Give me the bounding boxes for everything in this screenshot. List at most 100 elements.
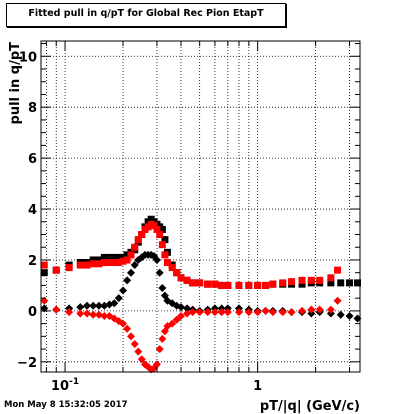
data-point-square — [158, 241, 166, 249]
data-marks — [40, 215, 362, 374]
data-point-diamond — [100, 311, 109, 320]
data-point-square — [115, 253, 123, 261]
data-point-square — [156, 231, 164, 239]
data-point-square — [204, 280, 212, 288]
data-point-diamond — [326, 305, 335, 314]
data-point-diamond — [223, 308, 232, 317]
data-point-diamond — [158, 334, 167, 343]
data-point-diamond — [83, 301, 92, 310]
data-point-square — [224, 281, 232, 289]
data-point-diamond — [278, 308, 287, 317]
chart-title-box: Fitted pull in q/pT for Global Rec Pion … — [6, 3, 286, 27]
data-point-diamond — [183, 309, 192, 318]
data-point-square — [288, 278, 296, 286]
data-point-square — [89, 256, 97, 264]
data-point-diamond — [134, 347, 143, 356]
axis-ticks: 10-1 1 −2 0 2 4 6 8 10 — [17, 41, 360, 394]
data-point-diamond — [253, 308, 262, 317]
data-point-diamond — [152, 360, 161, 369]
data-point-diamond — [244, 308, 253, 317]
data-point-square — [95, 260, 103, 268]
data-point-square — [337, 279, 345, 287]
data-point-square — [189, 279, 197, 287]
data-point-diamond — [203, 308, 212, 317]
data-point-square — [183, 276, 191, 284]
data-point-diamond — [119, 286, 128, 295]
data-point-square — [269, 280, 277, 288]
data-point-diamond — [130, 261, 139, 270]
x-axis-label: pT/|q| (GeV/c) — [260, 399, 360, 414]
data-point-square — [119, 257, 127, 265]
data-point-diamond — [234, 308, 243, 317]
x-tick-label: 10-1 — [51, 377, 79, 394]
data-point-diamond — [89, 310, 98, 319]
data-point-square — [65, 264, 73, 272]
data-point-square — [110, 253, 118, 261]
data-point-square — [100, 253, 108, 261]
data-point-square — [123, 251, 131, 259]
data-point-square — [254, 281, 262, 289]
data-point-diamond — [114, 294, 123, 303]
data-point-square — [298, 280, 306, 288]
data-point-diamond — [315, 305, 324, 314]
data-point-diamond — [177, 303, 186, 312]
data-point-diamond — [336, 310, 345, 319]
data-point-square — [298, 276, 306, 284]
plot-frame — [40, 40, 361, 373]
data-point-diamond — [94, 310, 103, 319]
x-tick-label: 1 — [253, 379, 262, 394]
data-point-square — [89, 260, 97, 268]
data-point-diamond — [217, 308, 226, 317]
data-point-diamond — [333, 296, 342, 305]
series-3 — [40, 296, 342, 374]
data-point-diamond — [158, 283, 167, 292]
data-point-diamond — [210, 308, 219, 317]
data-point-diamond — [195, 308, 204, 317]
data-point-diamond — [188, 308, 197, 317]
data-point-square — [161, 251, 169, 259]
data-point-square — [173, 269, 181, 277]
data-point-square — [211, 280, 219, 288]
data-point-diamond — [94, 301, 103, 310]
data-point-square — [163, 259, 171, 267]
data-point-square — [327, 274, 335, 282]
y-tick-label: 4 — [28, 203, 37, 218]
data-point-diamond — [83, 309, 92, 318]
grid-layer — [41, 41, 360, 372]
data-point-square — [327, 279, 335, 287]
data-point-square — [354, 279, 362, 287]
data-point-square — [119, 253, 127, 261]
data-point-diamond — [130, 339, 139, 348]
data-point-diamond — [268, 308, 277, 317]
data-point-diamond — [183, 304, 192, 313]
data-point-square — [158, 225, 166, 233]
data-point-square — [196, 279, 204, 287]
data-point-diamond — [298, 306, 307, 315]
data-point-square — [40, 261, 48, 269]
data-point-square — [316, 276, 324, 284]
data-point-square — [105, 259, 113, 267]
data-point-square — [76, 261, 84, 269]
data-point-diamond — [152, 255, 161, 264]
data-point-square — [110, 259, 118, 267]
data-point-diamond — [127, 268, 136, 277]
y-tick-label: −2 — [17, 356, 37, 371]
data-point-square — [168, 264, 176, 272]
chart-title: Fitted pull in q/pT for Global Rec Pion … — [28, 8, 264, 19]
data-point-square — [307, 276, 315, 284]
data-point-square — [105, 253, 113, 261]
data-point-diamond — [155, 345, 164, 354]
data-point-square — [100, 259, 108, 267]
data-point-square — [150, 222, 158, 230]
data-point-diamond — [40, 296, 49, 305]
data-point-square — [245, 281, 253, 289]
y-tick-label: 2 — [28, 254, 37, 269]
data-point-diamond — [52, 305, 61, 314]
data-point-diamond — [287, 308, 296, 317]
data-point-diamond — [261, 306, 270, 315]
data-point-square — [127, 251, 135, 259]
data-point-diamond — [177, 311, 186, 320]
data-point-square — [123, 256, 131, 264]
data-point-diamond — [123, 276, 132, 285]
